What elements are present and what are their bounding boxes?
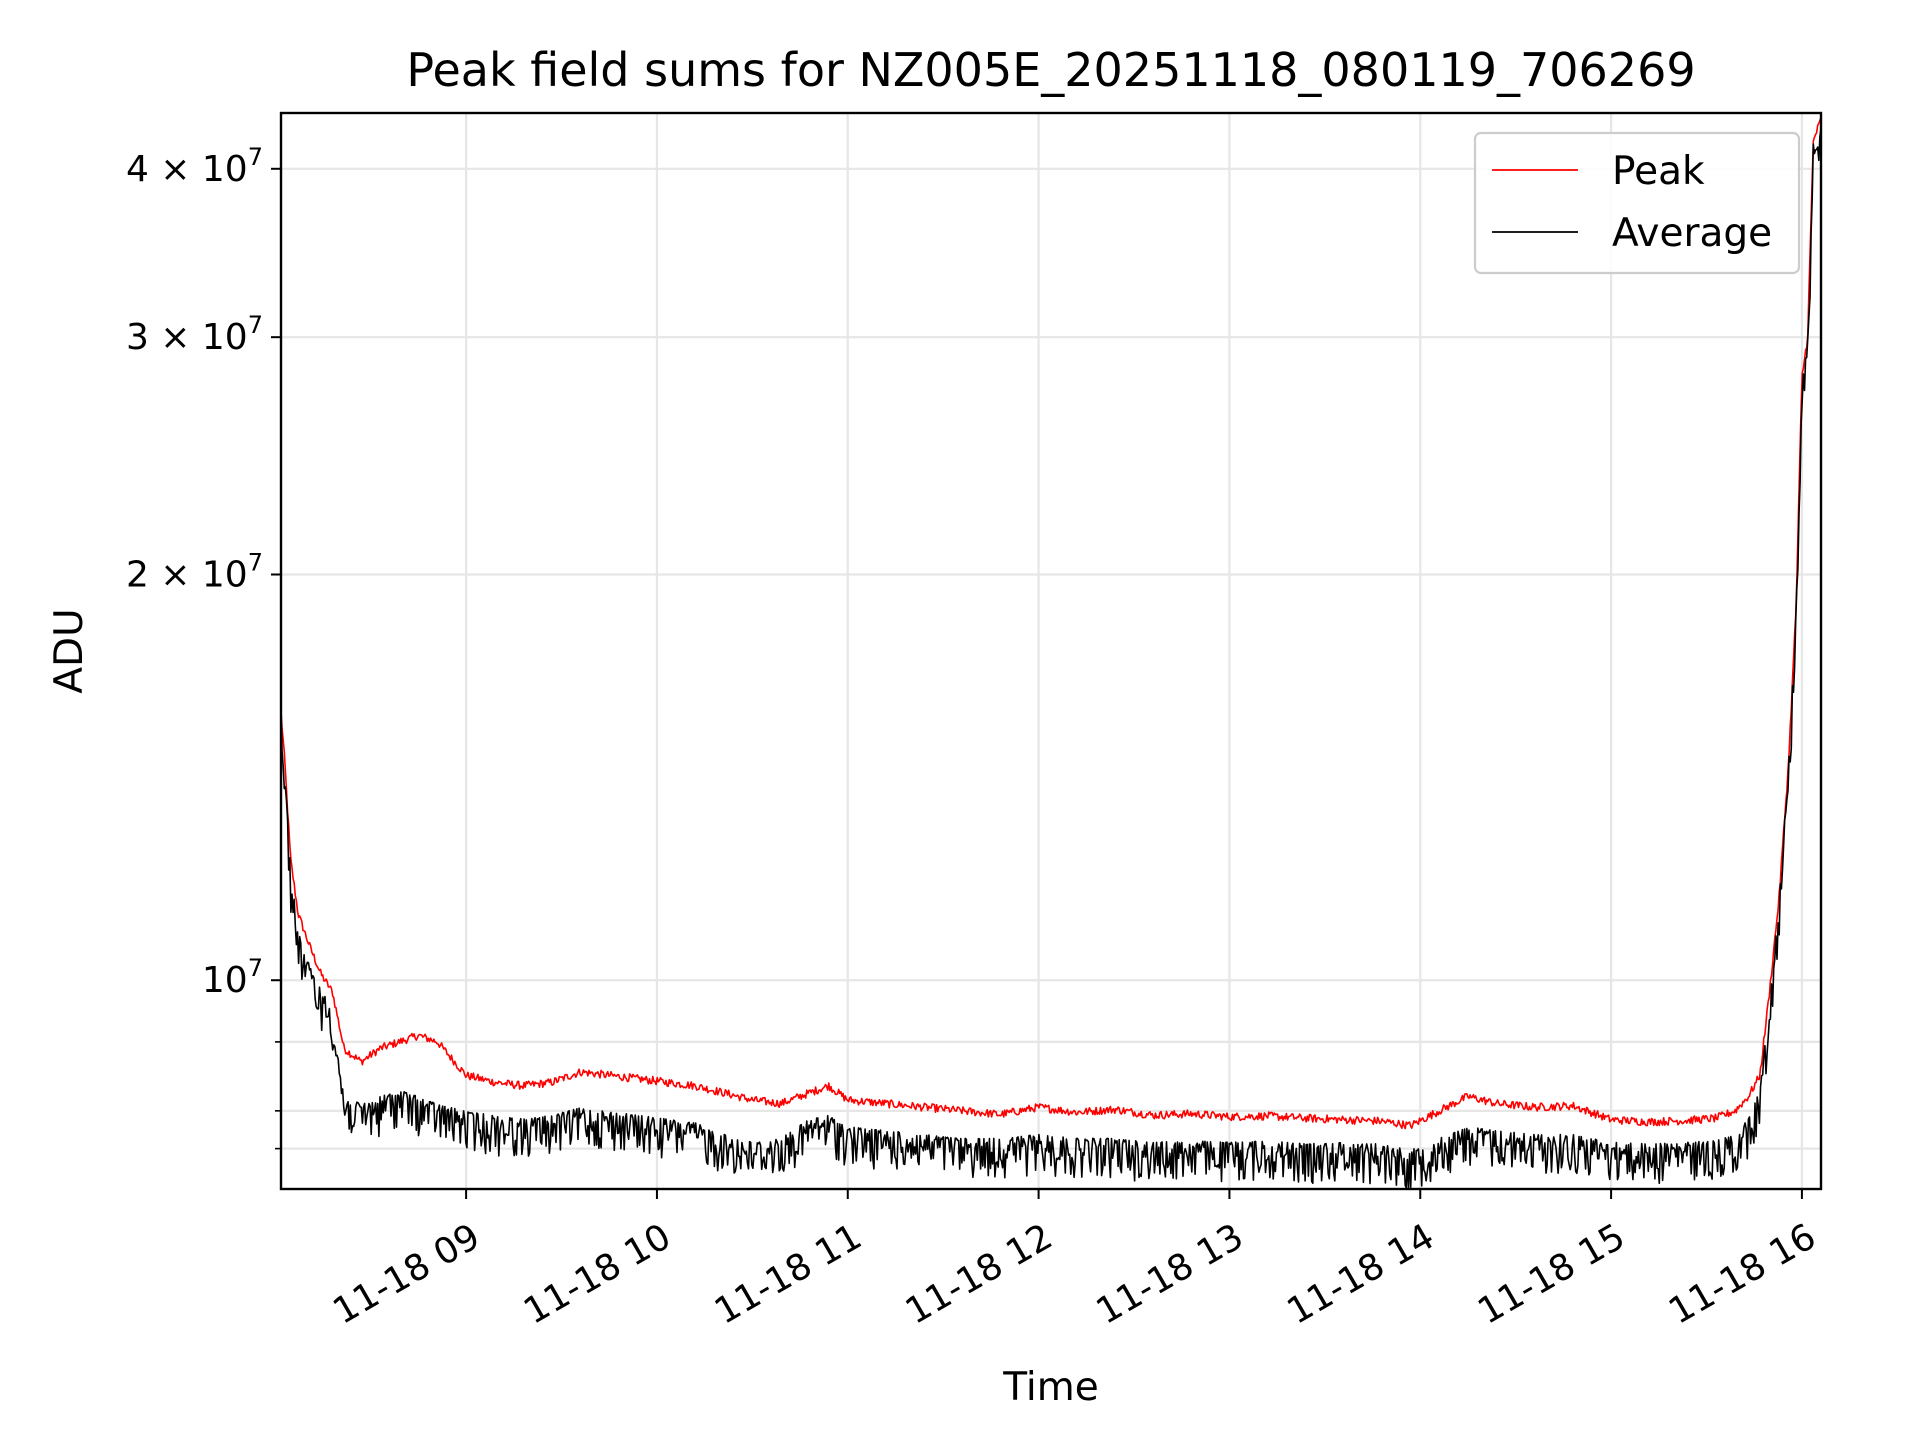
legend-label-peak: Peak — [1612, 149, 1705, 194]
legend-label-average: Average — [1612, 211, 1772, 256]
series-line-peak — [280, 117, 1822, 1130]
chart-title: Peak field sums for NZ005E_20251118_0801… — [406, 43, 1695, 97]
series-group — [280, 117, 1822, 1190]
x-axis-label: Time — [1002, 1365, 1098, 1410]
y-tick-label: 4 × 107 — [126, 143, 263, 190]
y-tick-label: 107 — [202, 954, 263, 1001]
legend-box — [1473, 131, 1801, 275]
legend: Peak Average — [1473, 131, 1801, 275]
series-line-average — [280, 128, 1822, 1190]
y-axis-label: ADU — [47, 608, 92, 693]
y-tick-label: 2 × 107 — [126, 549, 263, 596]
plot-frame — [279, 111, 1823, 1191]
y-tick-label: 3 × 107 — [126, 311, 263, 358]
